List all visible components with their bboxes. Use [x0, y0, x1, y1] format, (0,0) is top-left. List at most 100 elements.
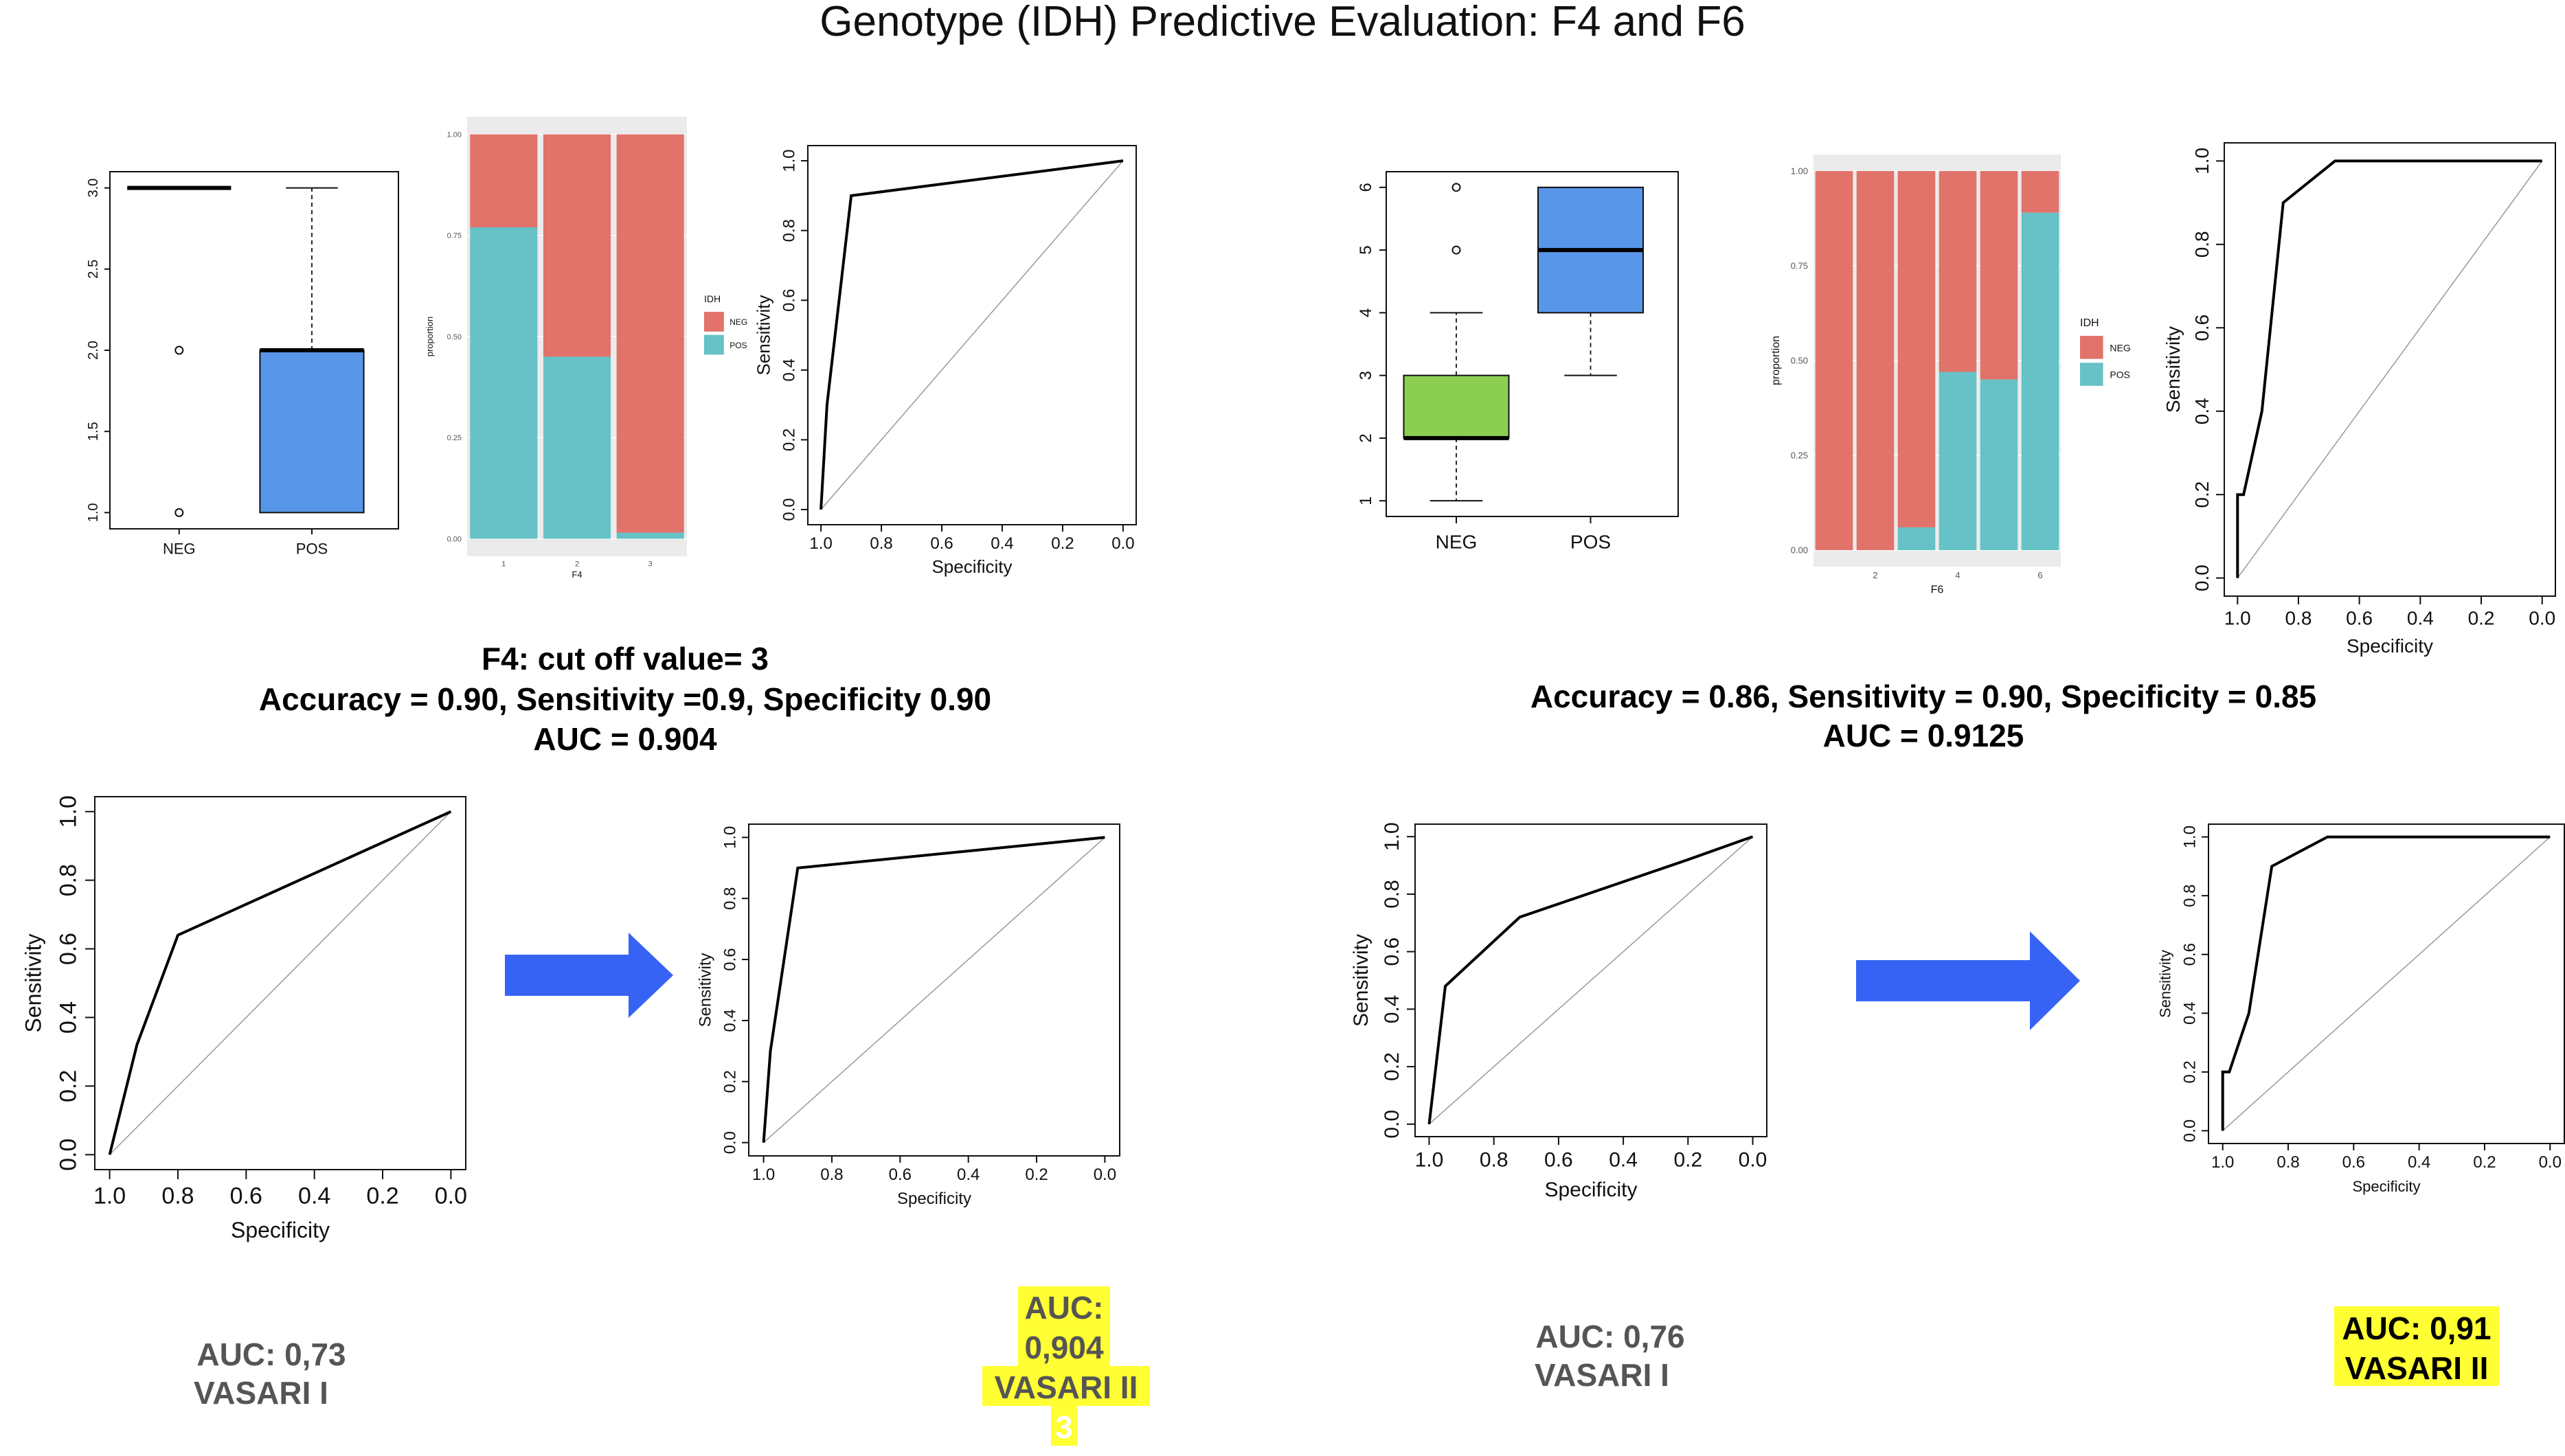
- x-tick-label: 0.4: [1609, 1149, 1638, 1172]
- y-tick-label: 2: [1357, 433, 1375, 442]
- highlight-c4-2: [2334, 1346, 2499, 1386]
- y-tick-label: 1: [1357, 497, 1375, 505]
- x-tick-label: 1.0: [93, 1183, 126, 1209]
- x-tick-label: 0.6: [889, 1165, 912, 1184]
- y-tick-label: 0.6: [1381, 937, 1403, 966]
- roc-curve-line: [2236, 159, 2542, 578]
- x-tick-label: NEG: [163, 541, 196, 558]
- y-tick-label: 0.0: [780, 498, 798, 521]
- x-tick-label: 0.8: [870, 534, 892, 553]
- legend-title: IDH: [704, 293, 721, 304]
- x-tick-label: NEG: [1436, 531, 1478, 552]
- y-tick-label: 0.75: [447, 232, 462, 240]
- diagonal-reference-line: [1428, 836, 1754, 1125]
- y-tick-label: 0.4: [55, 1001, 81, 1034]
- x-tick-label: 1.0: [752, 1165, 775, 1184]
- y-tick-label: 0.6: [2180, 943, 2199, 966]
- y-axis-label: proportion: [1770, 336, 1782, 385]
- f4-stats-line1: F4: cut off value= 3: [482, 641, 769, 676]
- x-tick-label: 0.6: [230, 1183, 262, 1209]
- y-tick-label: 0.8: [55, 864, 81, 896]
- y-tick-label: 0.25: [1791, 451, 1808, 461]
- caption-vasari1-f4-auc: AUC: 0,73: [196, 1336, 346, 1372]
- x-tick-label: 0.8: [161, 1183, 194, 1209]
- y-tick-label: 0.8: [2180, 884, 2199, 907]
- x-axis-label: Specificity: [931, 556, 1012, 577]
- bar-neg-3: [1897, 171, 1936, 527]
- y-tick-label: 1.0: [780, 149, 798, 172]
- x-tick-label: 0.6: [1544, 1149, 1573, 1172]
- caption-vasari2-f4-label: VASARI II: [995, 1369, 1138, 1405]
- x-tick-label: 1.0: [2211, 1153, 2234, 1172]
- x-tick-label: 2: [1873, 570, 1877, 580]
- bar-pos-6: [2021, 212, 2059, 550]
- y-tick-label: 0.8: [2191, 231, 2213, 258]
- y-tick-label: 0.4: [2191, 398, 2213, 424]
- y-tick-label: 2.0: [86, 341, 101, 360]
- outlier-point: [1451, 183, 1461, 192]
- roc-vasari2-f4: 1.0 0.8 0.6 0.4 0.2 0.0 0.0 0.2 0.4 0.6 0.8 1.0 Spec…: [696, 823, 1120, 1208]
- y-tick-label: 1.0: [86, 503, 101, 522]
- y-axis-label: Sensitivity: [21, 933, 45, 1032]
- x-tick-label: 0.0: [2529, 607, 2555, 628]
- x-tick-label: 1.0: [809, 534, 832, 553]
- diagonal-reference-line: [109, 811, 451, 1155]
- right-arrow-right: [1856, 931, 2080, 1030]
- box-pos: [259, 350, 365, 514]
- roc-curve-line: [108, 810, 452, 1155]
- x-tick-label: 0.8: [2276, 1153, 2299, 1172]
- caption-vasari1-f6-auc: AUC: 0,76: [1535, 1319, 1684, 1354]
- diagonal-reference-line: [763, 837, 1105, 1144]
- diagonal-reference-line: [2237, 160, 2543, 579]
- y-tick-label: 0.00: [447, 535, 462, 543]
- x-tick-label: 0.8: [820, 1165, 843, 1184]
- roc-curve-line: [762, 836, 1105, 1143]
- x-axis-label: Specificity: [897, 1190, 971, 1208]
- y-tick-label: 0.2: [1381, 1052, 1403, 1081]
- y-tick-label: 0.4: [721, 1009, 739, 1032]
- highlight-c2-2: [1018, 1326, 1110, 1366]
- f4-stats-line2: Accuracy = 0.90, Sensitivity =0.9, Speci…: [259, 681, 991, 717]
- y-tick-label: 0.2: [2180, 1060, 2199, 1083]
- x-tick-label: 0.2: [1025, 1165, 1048, 1184]
- y-axis-label: Sensitivity: [2162, 326, 2184, 413]
- x-tick-label: 1.0: [1415, 1149, 1444, 1172]
- x-tick-label: 0.2: [2468, 607, 2495, 628]
- x-tick-label: 6: [2037, 570, 2042, 580]
- y-tick-label: 0.0: [55, 1139, 81, 1171]
- outlier-point: [174, 345, 184, 355]
- x-tick-label: 1.0: [2224, 607, 2251, 628]
- y-tick-label: 1.0: [1381, 822, 1403, 851]
- legend-key-neg: [704, 312, 724, 332]
- outlier-point: [1451, 245, 1461, 255]
- x-tick-label: POS: [296, 541, 328, 558]
- y-axis-label: Sensitivity: [753, 295, 773, 375]
- x-tick-label: 0.4: [2407, 607, 2434, 628]
- y-tick-label: 0.4: [780, 359, 798, 381]
- caption-vasari1-f4-label: VASARI I: [194, 1375, 328, 1411]
- y-tick-label: 0.8: [721, 887, 739, 910]
- y-tick-label: 0.6: [721, 948, 739, 970]
- x-tick-label: 0.0: [435, 1183, 467, 1209]
- y-tick-label: 1.0: [2180, 826, 2199, 848]
- y-tick-label: 0.50: [447, 333, 462, 341]
- x-tick-label: 0.2: [1051, 534, 1074, 553]
- x-axis-label: Specificity: [1544, 1179, 1637, 1201]
- x-tick-label: 2: [575, 560, 579, 568]
- y-tick-label: 0.6: [2191, 315, 2213, 341]
- caption-vasari2-f6-auc: AUC: 0,91: [2342, 1310, 2491, 1346]
- y-tick-label: 0.2: [780, 429, 798, 451]
- y-tick-label: 0.2: [2191, 481, 2213, 508]
- legend-key-neg: [2080, 336, 2103, 359]
- bar-neg-6: [2021, 171, 2059, 213]
- f4-boxplot: 1.0 1.5 2.0 2.5 3.0 NEG POS: [86, 171, 399, 558]
- y-tick-label: 0.0: [1381, 1110, 1403, 1139]
- bar-pos-3: [616, 532, 684, 539]
- x-tick-label: 0.4: [298, 1183, 330, 1209]
- bar-pos-5: [1980, 379, 2018, 550]
- bar-neg-2: [1856, 171, 1895, 550]
- roc-vasari1-f4: 1.0 0.8 0.6 0.4 0.2 0.0 0.0 0.2 0.4 0.6 0.8 1.0 Spec…: [21, 795, 467, 1242]
- x-axis-label: Specificity: [2347, 635, 2433, 657]
- f4-stats-line3: AUC = 0.904: [533, 721, 717, 757]
